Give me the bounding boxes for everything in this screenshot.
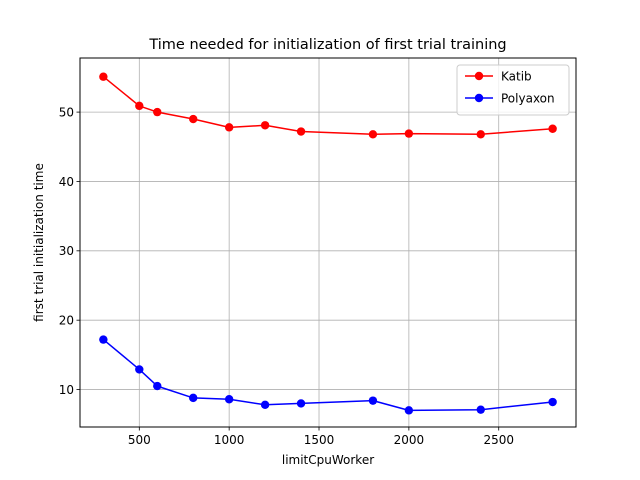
y-tick-label: 50	[59, 105, 74, 119]
katib-data-point	[153, 107, 162, 117]
legend-katib-label: Katib	[501, 69, 532, 83]
x-tick-label: 1500	[304, 433, 335, 447]
katib-data-point	[548, 124, 557, 133]
polyaxon-data-point	[296, 399, 306, 408]
polyaxon-data-point	[368, 396, 378, 405]
katib-data-point	[99, 72, 108, 81]
y-tick-label: 40	[59, 175, 74, 189]
series-layer	[99, 72, 557, 415]
x-axis-label: limitCpuWorker	[282, 453, 374, 467]
legend-box	[456, 64, 570, 116]
y-tick-label: 20	[59, 313, 74, 327]
plot-frame	[79, 57, 577, 428]
polyaxon-data-point	[548, 397, 557, 407]
polyaxon-data-point	[99, 335, 108, 344]
x-tick-label: 2000	[394, 433, 425, 447]
katib-data-point	[224, 123, 234, 132]
x-tick-label: 2500	[483, 433, 514, 447]
katib-data-point	[476, 130, 485, 139]
katib-data-point	[296, 127, 306, 136]
y-tick-label: 10	[59, 383, 74, 397]
polyaxon-data-point	[260, 400, 270, 410]
katib-data-point	[260, 121, 270, 130]
katib-data-point	[135, 101, 144, 111]
polyaxon-data-point	[404, 406, 414, 415]
polyaxon-data-point	[476, 405, 485, 414]
polyaxon-data-point	[189, 393, 198, 403]
polyaxon-data-point	[224, 395, 234, 404]
y-axis-label: first trial initialization time	[32, 163, 46, 322]
katib-data-point	[368, 130, 378, 139]
katib-data-point	[404, 129, 414, 138]
polyaxon-data-point	[135, 365, 144, 374]
polyaxon-data-point	[153, 381, 162, 391]
x-tick-label: 500	[128, 433, 151, 447]
axis-ticks: 500 1000 1500 2000 2500 10 20 30 40 50	[59, 105, 514, 447]
legend-katib-marker	[474, 71, 484, 81]
legend-polyaxon-marker	[474, 93, 484, 103]
legend-polyaxon-label: Polyaxon	[501, 91, 555, 105]
y-tick-label: 30	[59, 244, 74, 258]
chart-title: Time needed for initialization of first …	[148, 37, 506, 53]
x-tick-label: 1000	[214, 433, 245, 447]
katib-data-point	[189, 114, 198, 124]
legend: Katib Polyaxon	[456, 64, 570, 116]
